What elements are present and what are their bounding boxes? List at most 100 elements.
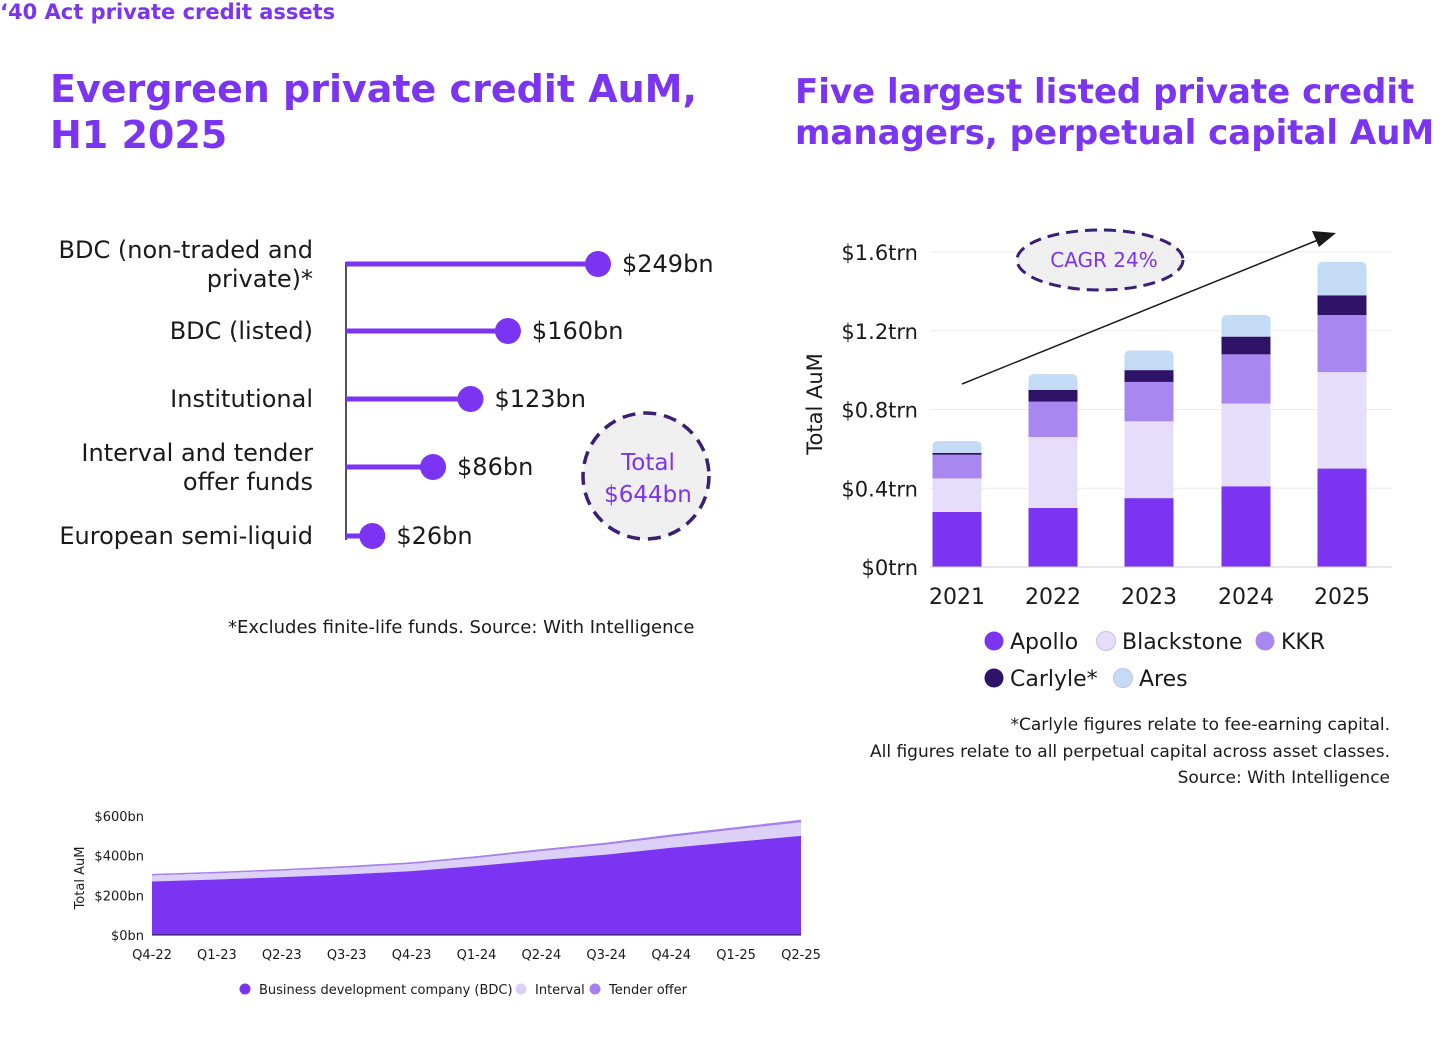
managers-xtick-label: 2021 <box>929 585 985 610</box>
managers-chart: $0trn $0.4trn $0.8trn $1.2trn $1.6trn Total A… <box>803 228 1392 692</box>
act40-xtick-label: Q1-23 <box>197 948 237 963</box>
act40-area-1 <box>152 822 801 882</box>
managers-bar-segment <box>1317 261 1367 296</box>
managers-legend-swatch <box>984 668 1004 688</box>
act40-xtick-label: Q4-23 <box>392 948 432 963</box>
chart-title-evergreen: Evergreen private credit AuM, H1 2025 <box>50 67 697 158</box>
evergreen-category-label: BDC (listed) <box>170 317 313 345</box>
managers-bar-segment <box>1124 370 1174 382</box>
act40-xtick-label: Q3-24 <box>586 948 626 963</box>
managers-bar-segment <box>1028 389 1078 402</box>
managers-bar-segment <box>1124 421 1174 499</box>
managers-bar-segment <box>1221 315 1271 337</box>
evergreen-dot <box>420 454 447 480</box>
managers-footnote-line: *Carlyle figures relate to fee-earning c… <box>1010 715 1390 735</box>
evergreen-dot <box>457 386 484 412</box>
act40-xtick-label: Q2-24 <box>522 948 562 963</box>
managers-xtick-label: 2024 <box>1218 585 1274 610</box>
managers-bar-segment <box>1124 498 1174 567</box>
evergreen-value-label: $249bn <box>622 250 714 278</box>
total-value: $644bn <box>604 482 692 508</box>
managers-bar-segment <box>1124 350 1174 371</box>
managers-ylabel: Total AuM <box>803 353 827 456</box>
managers-ytick-label: $0.8trn <box>841 399 918 423</box>
act40-xtick-label: Q4-22 <box>132 948 172 963</box>
act40-legend-label: Tender offer <box>608 983 688 998</box>
total-bubble <box>581 411 711 541</box>
cagr-arrow-head <box>1312 231 1336 247</box>
evergreen-value-label: $86bn <box>457 453 533 481</box>
chart-title-40-act: ‘40 Act private credit assets <box>0 0 336 24</box>
managers-bar-segment <box>932 454 982 479</box>
managers-bar-segment <box>1221 354 1271 404</box>
managers-bar-segment <box>1124 381 1174 422</box>
managers-bar-segment <box>1028 401 1078 438</box>
managers-ytick-label: $1.6trn <box>841 241 918 265</box>
act40-xtick-label: Q4-24 <box>651 948 691 963</box>
managers-bar-segment <box>1317 372 1367 469</box>
act40-area-0 <box>152 835 801 935</box>
managers-bar-segment <box>1221 486 1271 567</box>
managers-bar-segment <box>1317 315 1367 373</box>
managers-bar-segment <box>932 478 982 512</box>
evergreen-dot <box>585 251 611 277</box>
managers-legend-label: Apollo <box>1010 630 1078 655</box>
managers-legend-swatch <box>984 631 1004 651</box>
managers-ytick-label: $0trn <box>861 556 918 580</box>
act40-ytick-label: $600bn <box>94 810 144 825</box>
act40-xtick-label: Q3-23 <box>327 948 367 963</box>
evergreen-value-label: $160bn <box>532 317 624 345</box>
evergreen-category-label: European semi-liquid <box>59 522 313 550</box>
managers-xtick-label: 2023 <box>1121 585 1177 610</box>
managers-bar-segment <box>1221 403 1271 487</box>
managers-legend-label: KKR <box>1281 630 1325 655</box>
managers-footnote-line: All figures relate to all perpetual capi… <box>869 741 1390 762</box>
managers-bar-segment <box>1028 507 1078 567</box>
managers-legend-label: Carlyle* <box>1010 667 1098 692</box>
cagr-arrow-line <box>961 239 1319 385</box>
evergreen-category-label: offer funds <box>183 468 313 496</box>
cagr-label: CAGR 24% <box>1050 248 1158 272</box>
act40-ytick-label: $0bn <box>111 929 144 944</box>
chart-title-managers: Five largest listed private credit manag… <box>795 72 1435 154</box>
evergreen-dot <box>494 318 521 344</box>
act40-legend-swatch <box>589 983 601 995</box>
evergreen-dot <box>359 523 386 549</box>
managers-legend-label: Ares <box>1139 667 1188 692</box>
act40-ytick-label: $400bn <box>94 850 144 865</box>
act40-legend-swatch <box>515 983 527 995</box>
evergreen-category-label: Institutional <box>170 385 313 413</box>
managers-xtick-label: 2025 <box>1314 585 1370 610</box>
act40-legend-label: Interval <box>535 983 585 998</box>
act40-xtick-label: Q1-25 <box>716 948 756 963</box>
managers-legend-swatch <box>1255 631 1275 651</box>
evergreen-category-label: BDC (non-traded and <box>59 236 313 264</box>
evergreen-category-label: Interval and tender <box>81 439 313 467</box>
act40-ylabel: Total AuM <box>73 847 88 911</box>
managers-bar-segment <box>932 441 982 453</box>
managers-xtick-label: 2022 <box>1025 585 1081 610</box>
managers-legend-label: Blackstone <box>1122 630 1243 655</box>
act40-legend-swatch <box>239 983 251 995</box>
act40-ytick-label: $200bn <box>94 889 144 904</box>
managers-ytick-label: $1.2trn <box>841 320 918 344</box>
managers-legend-swatch <box>1113 668 1133 688</box>
managers-bar-segment <box>932 511 982 567</box>
managers-footnote-line: Source: With Intelligence <box>1177 768 1390 788</box>
cagr-bubble <box>1015 228 1185 292</box>
managers-bar-segment <box>932 452 982 455</box>
evergreen-footnote: *Excludes finite-life funds. Source: Wit… <box>228 617 695 638</box>
total-label: Total <box>620 450 675 476</box>
act40-legend-label: Business development company (BDC) <box>259 983 513 998</box>
evergreen-value-label: $123bn <box>494 385 586 413</box>
managers-bar-segment <box>1317 468 1367 567</box>
act40-chart: $0bn $200bn $400bn $600bn Total AuM Q4-22 Q1-2… <box>73 810 821 998</box>
managers-bar-segment <box>1221 336 1271 355</box>
managers-bar-segment <box>1028 374 1078 390</box>
act40-xtick-label: Q1-24 <box>457 948 497 963</box>
managers-footnote: *Carlyle figures relate to fee-earning c… <box>870 712 1390 792</box>
act40-xtick-label: Q2-23 <box>262 948 302 963</box>
managers-bar-segment <box>1317 295 1367 315</box>
